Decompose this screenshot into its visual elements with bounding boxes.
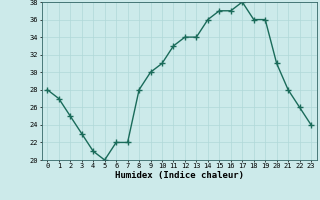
X-axis label: Humidex (Indice chaleur): Humidex (Indice chaleur) (115, 171, 244, 180)
